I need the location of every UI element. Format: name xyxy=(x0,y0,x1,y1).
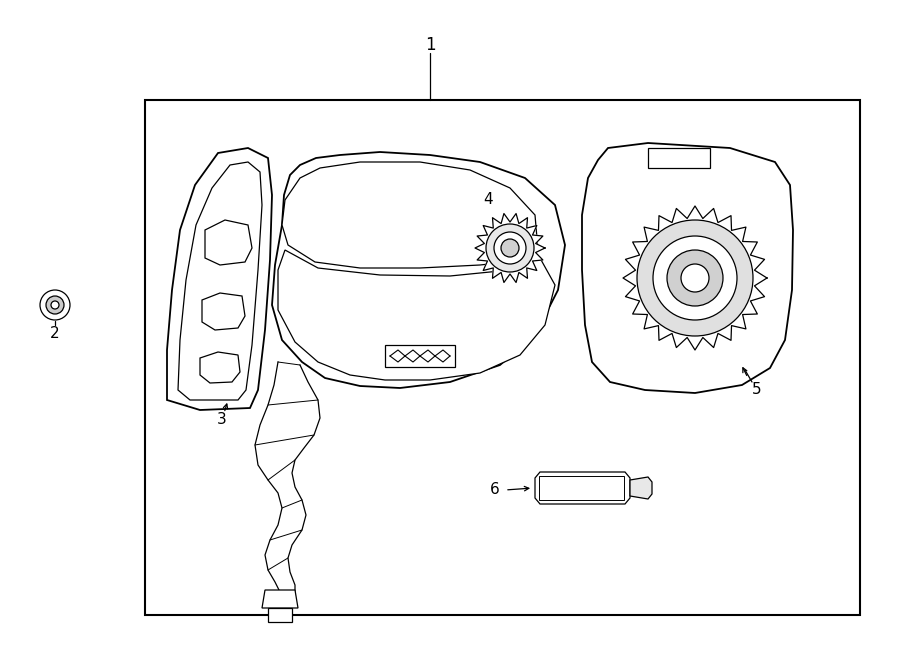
Bar xyxy=(539,476,624,500)
Polygon shape xyxy=(200,352,240,383)
Polygon shape xyxy=(475,214,545,282)
Bar xyxy=(145,100,860,615)
Circle shape xyxy=(681,264,709,292)
Bar xyxy=(648,148,710,168)
Circle shape xyxy=(46,296,64,314)
Circle shape xyxy=(667,250,723,306)
Circle shape xyxy=(501,239,519,257)
Polygon shape xyxy=(272,152,565,388)
Text: 1: 1 xyxy=(425,36,436,54)
Polygon shape xyxy=(630,477,652,499)
Polygon shape xyxy=(268,608,292,622)
Circle shape xyxy=(637,220,753,336)
Polygon shape xyxy=(582,143,793,393)
Polygon shape xyxy=(262,590,298,608)
Circle shape xyxy=(653,236,737,320)
Circle shape xyxy=(494,232,526,264)
Circle shape xyxy=(51,301,59,309)
Polygon shape xyxy=(278,250,555,380)
Bar xyxy=(385,345,455,367)
Text: 4: 4 xyxy=(483,192,493,208)
Polygon shape xyxy=(623,206,767,350)
Circle shape xyxy=(40,290,70,320)
Polygon shape xyxy=(205,220,252,265)
Polygon shape xyxy=(202,293,245,330)
Text: 6: 6 xyxy=(491,483,500,498)
Circle shape xyxy=(486,224,534,272)
Polygon shape xyxy=(178,162,262,400)
Text: 3: 3 xyxy=(217,412,227,428)
Text: 5: 5 xyxy=(752,383,761,397)
Polygon shape xyxy=(167,148,272,410)
Polygon shape xyxy=(535,472,630,504)
Text: 2: 2 xyxy=(50,325,59,340)
Polygon shape xyxy=(282,162,538,268)
